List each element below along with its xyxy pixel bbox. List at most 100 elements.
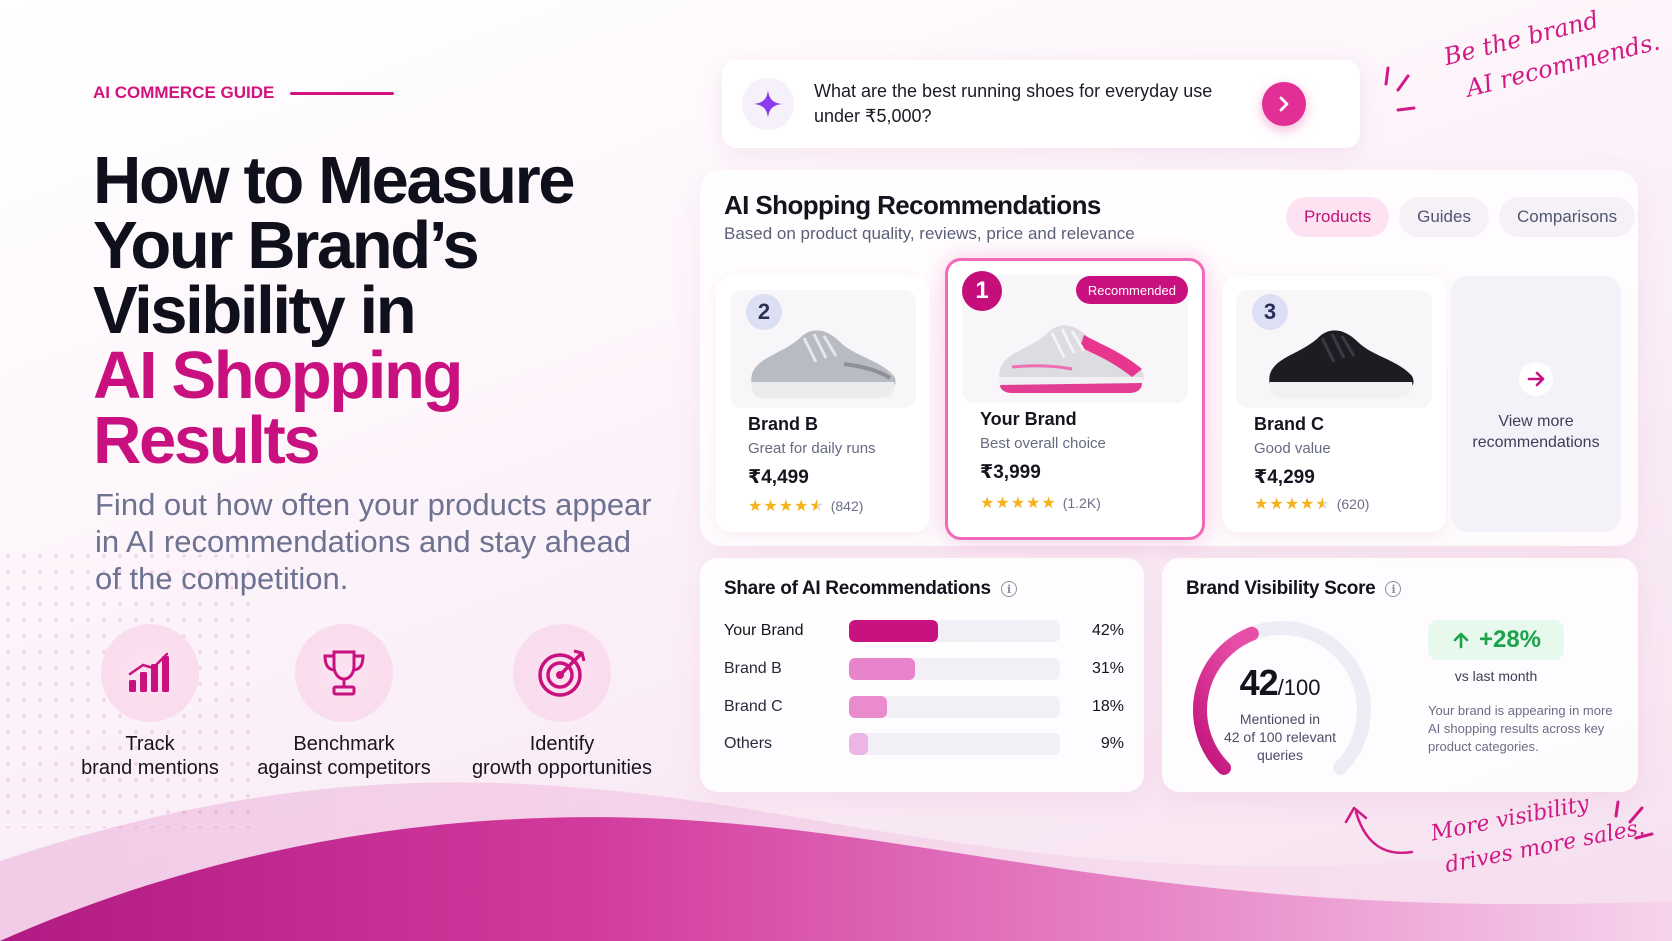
share-bar-track <box>849 696 1061 718</box>
share-title: Share of AI Recommendations i <box>724 578 1017 600</box>
star-icon: ★ <box>1041 495 1057 512</box>
review-count: (842) <box>830 498 864 514</box>
headline-line-5: Results <box>93 403 321 478</box>
share-row: Brand C 18% <box>724 696 1124 718</box>
score-denominator: /100 <box>1277 675 1321 700</box>
headline-line-4: AI Shopping <box>93 338 463 413</box>
score-gauge <box>1193 621 1371 775</box>
product-brand: Brand B <box>748 414 819 434</box>
product-tagline: Good value <box>1254 440 1331 457</box>
product-tagline: Great for daily runs <box>748 440 876 457</box>
product-card-your-brand[interactable]: 1 Recommended Your Brand Best overall ch… <box>945 258 1205 540</box>
subhead: Find out how often your products appear … <box>95 487 652 596</box>
share-bar <box>849 733 869 755</box>
product-card-brand-c[interactable]: 3 Brand C Good value ₹4,299 ★★★★★ (620) <box>1222 276 1446 532</box>
share-percent: 9% <box>1100 735 1124 752</box>
rank-badge: 2 <box>746 294 782 330</box>
headline-line-1: How to Measure <box>93 143 576 218</box>
share-brand-name: Brand C <box>724 698 783 715</box>
product-brand: Brand C <box>1254 414 1325 434</box>
tab-products[interactable]: Products <box>1286 197 1390 237</box>
target-icon <box>513 624 611 722</box>
recommended-badge: Recommended <box>1075 276 1188 304</box>
share-bar-track <box>849 658 1061 680</box>
star-rating: ★★★★★ (620) <box>1254 494 1369 514</box>
star-icon: ★ <box>1254 496 1270 513</box>
info-icon[interactable]: i <box>1000 581 1017 597</box>
arrow-right-icon <box>1519 362 1553 396</box>
product-price: ₹4,499 <box>748 467 809 488</box>
share-of-recommendations-card: Share of AI Recommendations i Your Brand… <box>700 558 1144 792</box>
share-bar-track <box>849 733 1061 755</box>
share-row: Your Brand 42% <box>724 620 1124 642</box>
star-icon: ★ <box>1269 496 1285 513</box>
star-icon: ★ <box>778 498 795 515</box>
rank-badge: 3 <box>1252 294 1288 330</box>
feature-label: Identify growth opportunities <box>471 733 653 779</box>
half-star-icon: ★ <box>1315 494 1330 514</box>
sparkle-icon <box>742 78 794 130</box>
product-price: ₹4,299 <box>1254 467 1315 488</box>
eyebrow: AI COMMERCE GUIDE <box>93 83 395 103</box>
star-icon: ★ <box>794 498 810 515</box>
ai-search-bar[interactable]: What are the best running shoes for ever… <box>722 60 1360 148</box>
recommendation-tabs: Products Guides Comparisons <box>1286 197 1636 237</box>
share-row: Others 9% <box>724 733 1124 755</box>
share-row: Brand B 31% <box>724 658 1124 680</box>
trophy-icon <box>295 624 393 722</box>
share-percent: 18% <box>1091 698 1124 715</box>
curved-arrow-icon <box>1344 806 1414 855</box>
search-query[interactable]: What are the best running shoes for ever… <box>814 81 1213 126</box>
recommendations-subtitle: Based on product quality, reviews, price… <box>724 224 1135 243</box>
star-icon: ★ <box>980 495 996 512</box>
half-star-icon: ★ <box>809 496 824 516</box>
product-card-brand-b[interactable]: 2 Brand B Great for daily runs ₹4,499 ★ ★… <box>716 276 930 532</box>
star-icon: ★ <box>1026 495 1042 512</box>
bar-chart-icon <box>101 624 199 722</box>
score-description: Your brand is appearing in more AI shopp… <box>1428 703 1613 754</box>
product-brand: Your Brand <box>980 409 1077 429</box>
score-value: 42 <box>1239 662 1279 703</box>
score-delta-caption: vs last month <box>1454 668 1538 684</box>
share-bar <box>849 658 915 680</box>
headline-line-2: Your Brand’s <box>93 208 480 283</box>
eyebrow-divider <box>290 91 395 95</box>
share-brand-name: Brand B <box>724 660 782 677</box>
view-more-label: View more recommendations <box>1472 413 1600 451</box>
share-percent: 31% <box>1091 660 1124 677</box>
feature-identify: Identify growth opportunities <box>462 624 662 780</box>
feature-track: Track brand mentions <box>50 624 250 780</box>
annotation-top: Be the brand AI recommends. <box>1440 5 1663 103</box>
tab-guides[interactable]: Guides <box>1399 197 1489 237</box>
recommendations-title: AI Shopping Recommendations <box>724 190 1101 220</box>
star-rating: ★★★★★ (842) <box>748 496 863 516</box>
share-percent: 42% <box>1091 622 1124 639</box>
tab-comparisons[interactable]: Comparisons <box>1498 197 1636 237</box>
score-title: Brand Visibility Score i <box>1186 578 1402 600</box>
grey-shoe-icon <box>751 330 896 398</box>
emphasis-marks-icon <box>1384 66 1416 112</box>
share-bar <box>849 620 938 642</box>
feature-benchmark: Benchmark against competitors <box>244 624 444 780</box>
info-icon[interactable]: i <box>1385 581 1402 597</box>
brand-visibility-score-card: Brand Visibility Score i 42/100 Mentione… <box>1162 558 1638 792</box>
rank-badge: 1 <box>962 271 1002 311</box>
eyebrow-text: AI COMMERCE GUIDE <box>93 83 275 102</box>
star-icon: ★ <box>995 495 1011 512</box>
view-more-recommendations[interactable]: View more recommendations <box>1451 276 1621 532</box>
review-count: (1.2K) <box>1062 495 1101 511</box>
headline-line-3: Visibility in <box>93 273 417 348</box>
emphasis-marks-icon <box>1614 800 1654 840</box>
submit-arrow-button[interactable] <box>1262 82 1306 126</box>
star-icon: ★ <box>1300 496 1316 513</box>
pink-shoe-icon <box>999 325 1144 393</box>
score-delta-badge: +28% <box>1428 620 1564 660</box>
product-tagline: Best overall choice <box>980 435 1106 452</box>
share-brand-name: Others <box>724 735 773 752</box>
score-readout: 42/100 Mentioned in 42 of 100 relevant q… <box>1194 662 1366 764</box>
chevron-right-icon <box>1279 96 1289 112</box>
arrow-up-icon <box>1453 632 1469 649</box>
black-shoe-icon <box>1269 330 1414 398</box>
review-count: (620) <box>1336 496 1370 512</box>
feature-label: Track brand mentions <box>81 733 219 779</box>
